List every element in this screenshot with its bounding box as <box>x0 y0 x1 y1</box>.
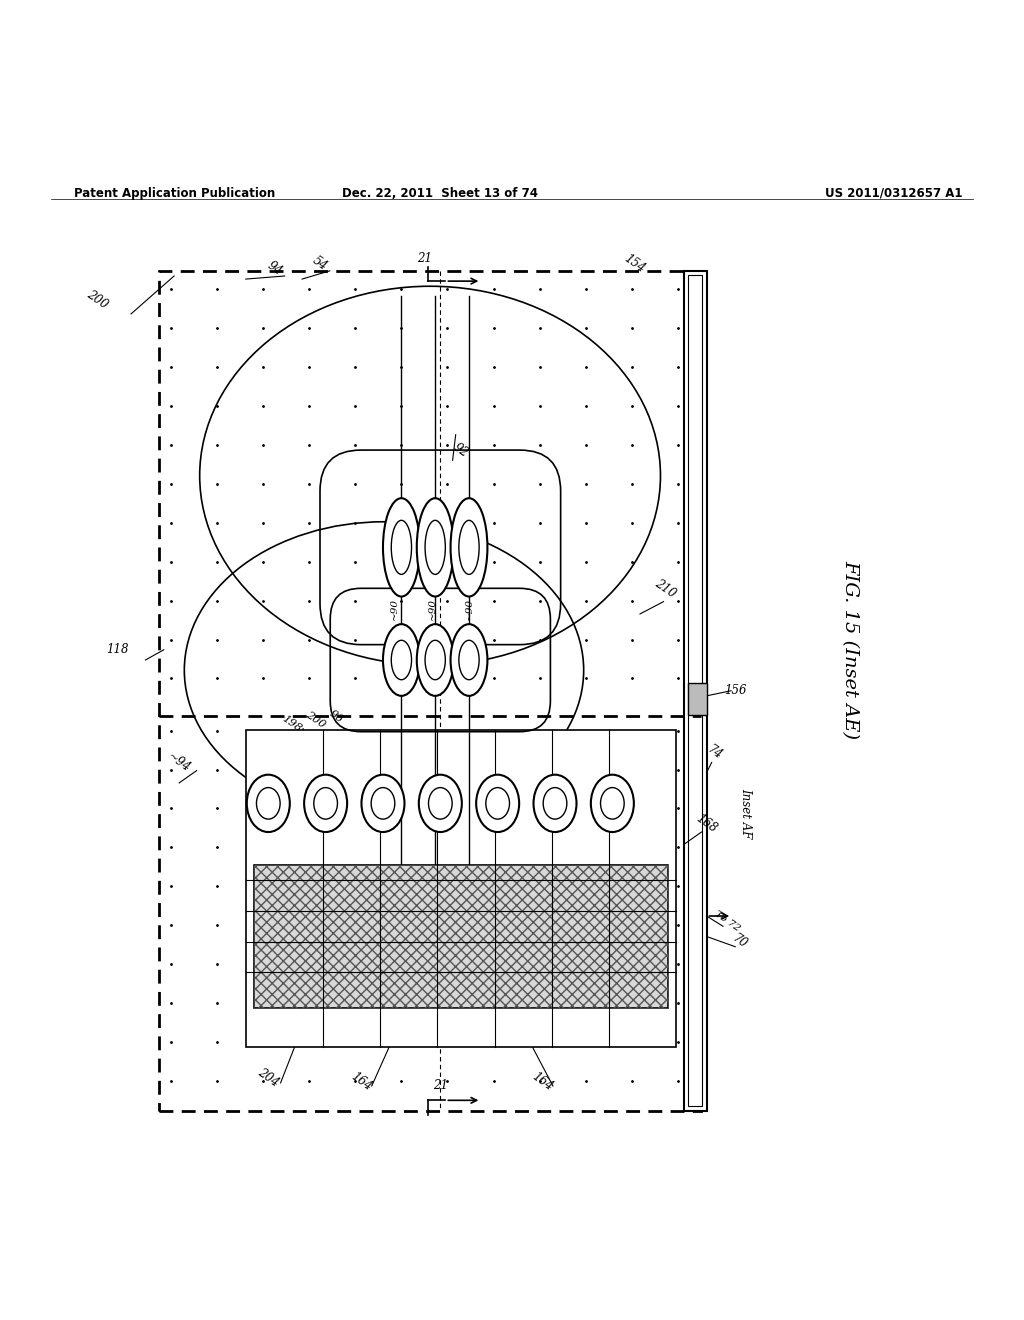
Ellipse shape <box>419 775 462 832</box>
Text: 154: 154 <box>622 252 648 276</box>
Bar <box>688 275 702 1106</box>
Ellipse shape <box>313 788 338 820</box>
Ellipse shape <box>600 788 625 820</box>
Text: 210: 210 <box>652 577 679 601</box>
Ellipse shape <box>383 624 420 696</box>
Text: 164: 164 <box>529 1071 556 1094</box>
Bar <box>254 865 668 1008</box>
Ellipse shape <box>247 775 290 832</box>
Text: 74: 74 <box>705 743 725 762</box>
Ellipse shape <box>425 640 445 680</box>
Ellipse shape <box>543 788 567 820</box>
Ellipse shape <box>391 640 412 680</box>
Text: 21: 21 <box>418 252 432 265</box>
Ellipse shape <box>451 624 487 696</box>
Text: To 72: To 72 <box>713 909 741 933</box>
Bar <box>684 271 707 1110</box>
Ellipse shape <box>256 788 281 820</box>
Ellipse shape <box>485 788 510 820</box>
Text: 54: 54 <box>309 253 330 273</box>
Text: Dec. 22, 2011  Sheet 13 of 74: Dec. 22, 2011 Sheet 13 of 74 <box>342 187 539 199</box>
Bar <box>688 682 707 715</box>
Text: ~90: ~90 <box>428 598 436 620</box>
Ellipse shape <box>371 788 395 820</box>
Ellipse shape <box>304 775 347 832</box>
Ellipse shape <box>476 775 519 832</box>
Text: ~90: ~90 <box>465 598 473 620</box>
Ellipse shape <box>534 775 577 832</box>
Bar <box>159 271 701 1110</box>
Ellipse shape <box>391 520 412 574</box>
Text: Patent Application Publication: Patent Application Publication <box>74 187 275 199</box>
Text: 92: 92 <box>451 441 471 459</box>
Text: US 2011/0312657 A1: US 2011/0312657 A1 <box>825 187 963 199</box>
Text: 156: 156 <box>724 684 746 697</box>
Text: 204: 204 <box>255 1067 282 1089</box>
Ellipse shape <box>451 498 487 597</box>
Text: 164: 164 <box>348 1071 375 1094</box>
Text: 21: 21 <box>433 1080 447 1093</box>
Text: 168: 168 <box>693 812 720 836</box>
Ellipse shape <box>417 624 454 696</box>
Text: ~90: ~90 <box>390 598 398 620</box>
Bar <box>254 865 668 1008</box>
Text: ~94: ~94 <box>165 750 194 775</box>
Ellipse shape <box>417 498 454 597</box>
Text: 70: 70 <box>729 932 750 952</box>
Ellipse shape <box>383 498 420 597</box>
Text: 96: 96 <box>327 708 345 725</box>
Text: 118: 118 <box>106 643 129 656</box>
Ellipse shape <box>459 640 479 680</box>
Text: 94: 94 <box>264 259 285 279</box>
Ellipse shape <box>428 788 453 820</box>
Text: Inset AF: Inset AF <box>739 788 752 838</box>
Ellipse shape <box>591 775 634 832</box>
Ellipse shape <box>459 520 479 574</box>
Text: 200: 200 <box>304 709 327 730</box>
Text: 200: 200 <box>84 288 111 312</box>
Text: 198: 198 <box>281 713 303 734</box>
Text: FIG. 15 (Inset AE): FIG. 15 (Inset AE) <box>841 560 859 739</box>
Bar <box>246 730 676 1047</box>
Ellipse shape <box>361 775 404 832</box>
Ellipse shape <box>425 520 445 574</box>
